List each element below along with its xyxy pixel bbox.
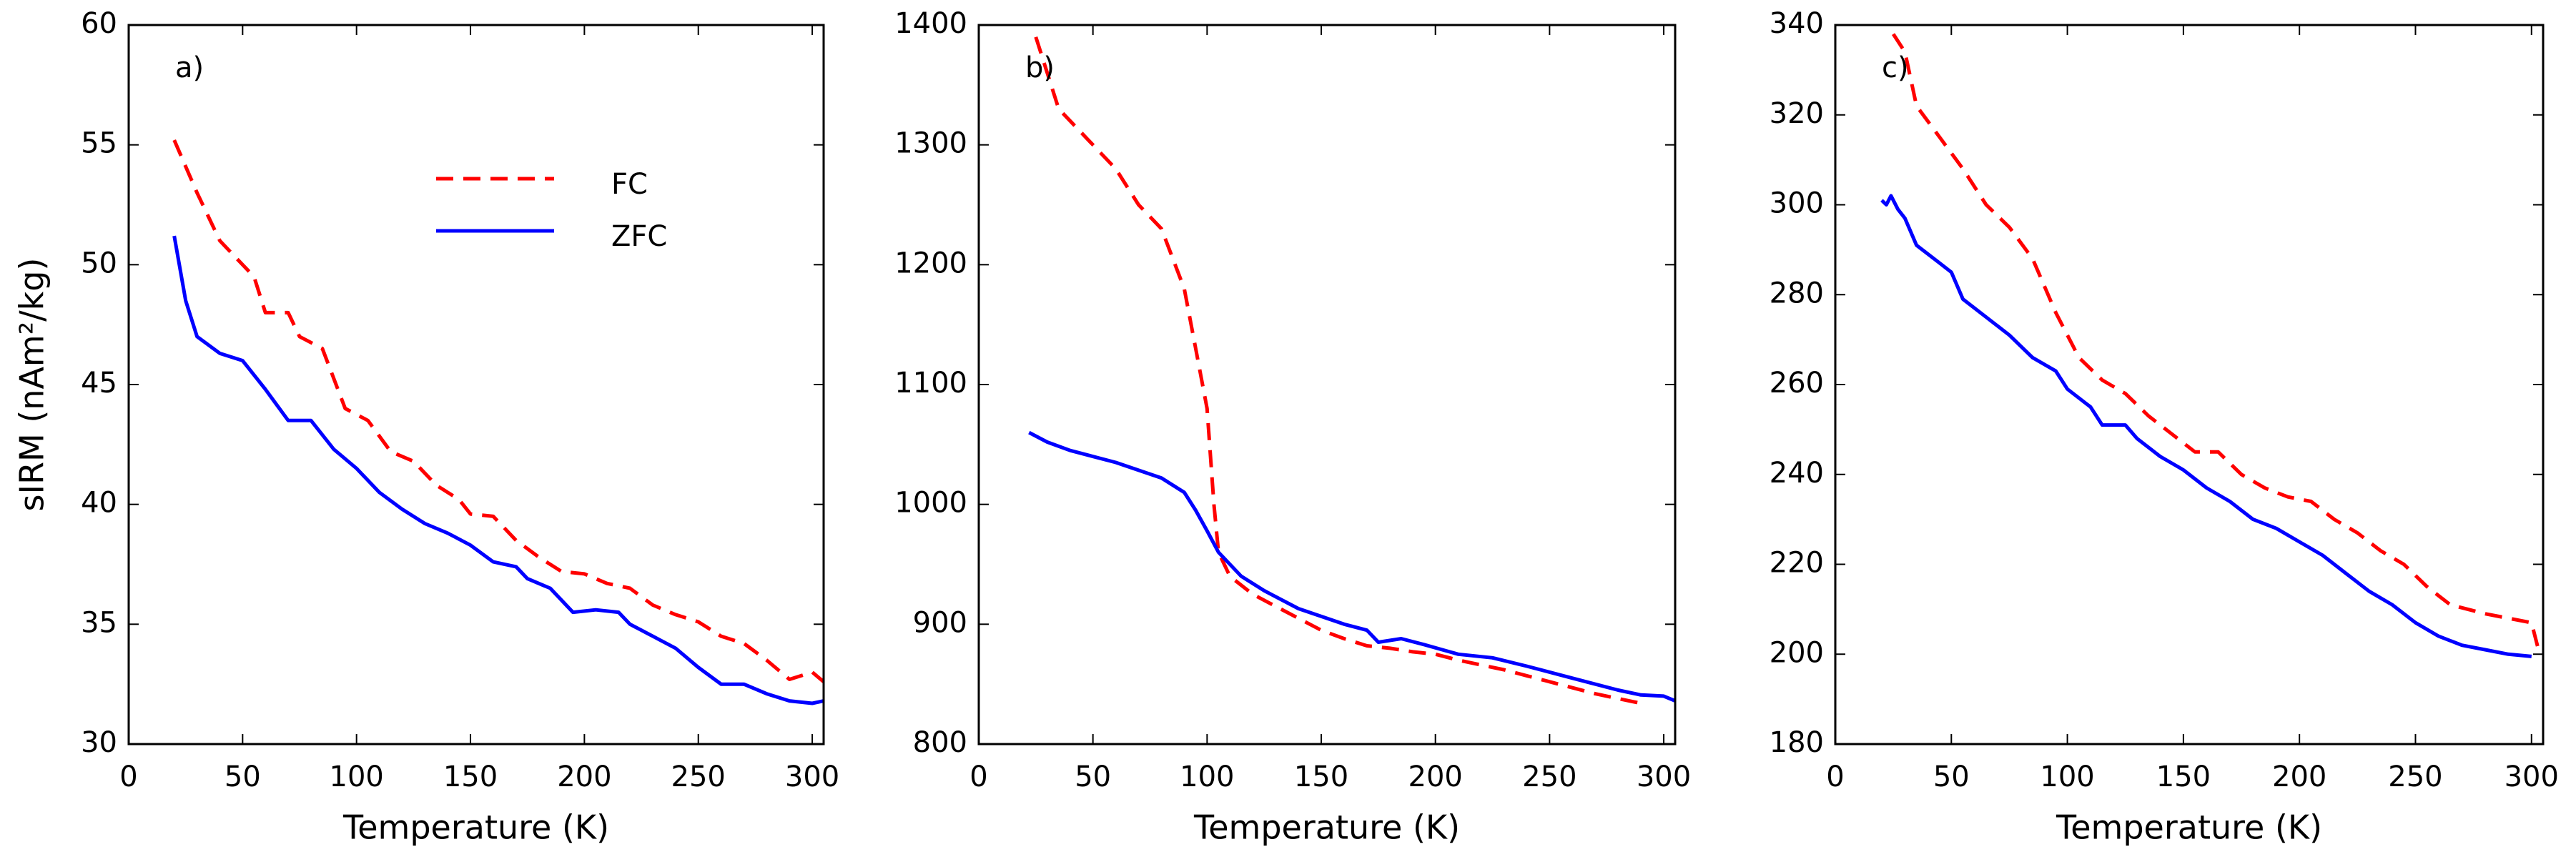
x-tick-label: 300 xyxy=(2505,761,2559,793)
data-line xyxy=(1028,430,1676,703)
y-axis-label: sIRM (nAm²/kg) xyxy=(13,258,51,512)
x-tick-label: 0 xyxy=(1826,761,1844,793)
y-tick-label: 280 xyxy=(1770,277,1824,309)
x-tick-label: 100 xyxy=(2040,761,2094,793)
legend-label: ZFC xyxy=(611,220,667,253)
x-tick-label: 50 xyxy=(1933,761,1970,793)
x-tick-label: 250 xyxy=(1522,761,1576,793)
x-tick-label: 200 xyxy=(2272,761,2326,793)
y-tick-label: 240 xyxy=(1770,457,1824,490)
x-tick-label: 0 xyxy=(119,761,137,793)
data-line xyxy=(1034,36,1642,705)
x-tick-label: 200 xyxy=(557,761,611,793)
y-tick-label: 55 xyxy=(81,127,117,160)
x-tick-label: 0 xyxy=(969,761,987,793)
x-axis-label: Temperature (K) xyxy=(1193,808,1460,847)
y-tick-label: 320 xyxy=(1770,97,1824,130)
x-tick-label: 300 xyxy=(1637,761,1691,793)
y-tick-label: 30 xyxy=(81,726,117,759)
y-tick-label: 1300 xyxy=(894,127,967,160)
y-tick-label: 200 xyxy=(1770,636,1824,669)
x-tick-label: 150 xyxy=(2156,761,2211,793)
panel-label: a) xyxy=(175,51,204,84)
x-tick-label: 50 xyxy=(224,761,261,793)
y-tick-label: 180 xyxy=(1770,726,1824,759)
y-tick-label: 800 xyxy=(913,726,967,759)
y-tick-label: 900 xyxy=(913,606,967,639)
panel-label: c) xyxy=(1882,51,1909,84)
x-tick-label: 150 xyxy=(443,761,498,793)
y-tick-label: 1400 xyxy=(894,7,967,40)
y-tick-label: 220 xyxy=(1770,547,1824,580)
data-line xyxy=(1892,33,2540,650)
x-tick-label: 100 xyxy=(330,761,384,793)
plot-frame xyxy=(1834,24,2545,745)
y-tick-label: 300 xyxy=(1770,187,1824,220)
x-tick-label: 100 xyxy=(1180,761,1234,793)
x-axis-label: Temperature (K) xyxy=(342,808,609,847)
data-line xyxy=(172,139,825,683)
panel-label: b) xyxy=(1025,51,1055,84)
y-tick-label: 50 xyxy=(81,247,117,279)
x-tick-label: 250 xyxy=(671,761,726,793)
x-axis-label: Temperature (K) xyxy=(2056,808,2322,847)
x-tick-label: 250 xyxy=(2388,761,2442,793)
y-tick-label: 60 xyxy=(81,7,117,40)
x-tick-label: 50 xyxy=(1075,761,1111,793)
x-tick-label: 200 xyxy=(1408,761,1463,793)
y-tick-label: 1000 xyxy=(894,487,967,520)
x-tick-label: 150 xyxy=(1294,761,1348,793)
x-tick-label: 300 xyxy=(785,761,839,793)
y-tick-label: 1100 xyxy=(894,367,967,400)
legend-label: FC xyxy=(611,168,648,201)
data-line xyxy=(172,235,824,705)
y-tick-label: 340 xyxy=(1770,7,1824,40)
y-tick-label: 40 xyxy=(81,487,117,520)
plot-frame xyxy=(127,24,825,745)
y-tick-label: 35 xyxy=(81,606,117,639)
data-line xyxy=(1880,194,2532,658)
y-tick-label: 45 xyxy=(81,367,117,400)
y-tick-label: 260 xyxy=(1770,367,1824,400)
y-tick-label: 1200 xyxy=(894,247,967,279)
plot-frame xyxy=(977,24,1677,745)
